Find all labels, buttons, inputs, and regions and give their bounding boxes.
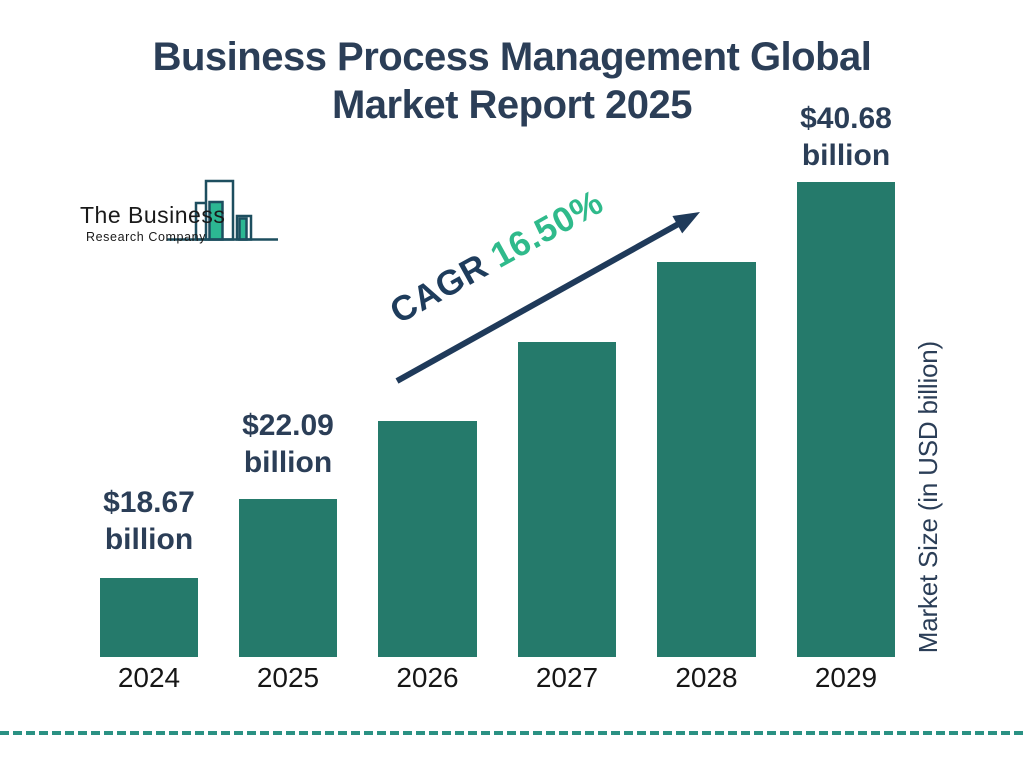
logo-subname: Research Company — [86, 230, 207, 244]
x-tick-2028: 2028 — [675, 662, 738, 693]
x-tick-2024: 2024 — [117, 662, 181, 693]
value-2025-amount: $22.09 — [242, 409, 334, 442]
y-axis-label: Market Size (in USD billion) — [913, 341, 943, 654]
x-tick-2025: 2025 — [256, 662, 320, 693]
bar-2026 — [378, 421, 477, 657]
company-logo: The Business Research Company — [80, 202, 225, 244]
value-2024-amount: $18.67 — [103, 486, 195, 519]
bar-2027 — [518, 342, 616, 657]
value-2029-unit: billion — [801, 139, 891, 172]
title-line-1: Business Process Management Global — [152, 35, 872, 79]
bar-2024 — [100, 578, 198, 657]
logo-bar-chart-icon — [167, 179, 278, 241]
value-2025-unit: billion — [243, 446, 333, 479]
cagr-value: 16.50% — [484, 182, 610, 276]
bar-2029 — [797, 182, 895, 657]
bottom-dashed-divider — [0, 731, 1024, 735]
value-label-2029: $40.68 billion — [746, 100, 946, 174]
logo-name: The Business — [80, 202, 226, 228]
x-tick-2029: 2029 — [814, 662, 878, 693]
value-label-2024: $18.67 billion — [49, 484, 249, 558]
cagr-label: CAGR — [383, 246, 495, 332]
bar-2025 — [239, 499, 337, 657]
value-label-2025: $22.09 billion — [188, 407, 388, 481]
cagr-annotation: CAGR16.50% — [384, 182, 611, 334]
bar-2028 — [657, 262, 756, 657]
x-tick-2027: 2027 — [535, 662, 599, 693]
value-2029-amount: $40.68 — [800, 102, 892, 135]
x-tick-2026: 2026 — [396, 662, 459, 693]
value-2024-unit: billion — [104, 523, 194, 556]
page-title: Business Process Management Global Marke… — [0, 33, 1024, 129]
title-line-2: Market Report 2025 — [331, 83, 693, 127]
